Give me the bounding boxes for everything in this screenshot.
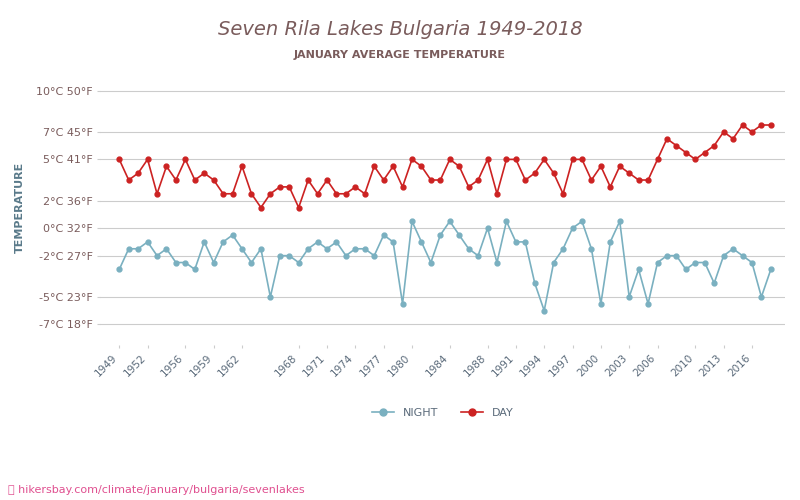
DAY [482,156,492,162]
NIGHT [114,266,124,272]
NIGHT [690,260,700,266]
DAY [256,204,266,210]
DAY [738,122,747,128]
Line: DAY: DAY [117,122,774,210]
DAY [275,184,285,190]
DAY [681,150,690,156]
Text: 🔴 hikersbay.com/climate/january/bulgaria/sevenlakes: 🔴 hikersbay.com/climate/january/bulgaria… [8,485,305,495]
NIGHT [266,294,275,300]
NIGHT [313,239,322,245]
Y-axis label: TEMPERATURE: TEMPERATURE [15,162,25,253]
NIGHT [407,218,417,224]
Legend: NIGHT, DAY: NIGHT, DAY [367,403,518,422]
NIGHT [199,239,209,245]
Line: NIGHT: NIGHT [117,219,774,313]
Text: JANUARY AVERAGE TEMPERATURE: JANUARY AVERAGE TEMPERATURE [294,50,506,60]
NIGHT [482,225,492,231]
NIGHT [766,266,776,272]
DAY [766,122,776,128]
DAY [322,177,332,183]
DAY [398,184,407,190]
DAY [199,170,209,176]
DAY [114,156,124,162]
NIGHT [539,308,549,314]
Text: Seven Rila Lakes Bulgaria 1949-2018: Seven Rila Lakes Bulgaria 1949-2018 [218,20,582,39]
NIGHT [388,239,398,245]
